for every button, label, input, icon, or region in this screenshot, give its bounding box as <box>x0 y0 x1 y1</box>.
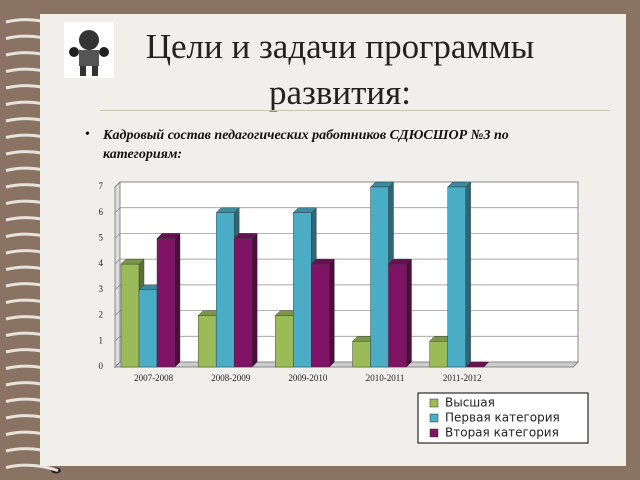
bar-front <box>447 186 466 368</box>
title: Цели и задачи программы развития: <box>145 27 535 112</box>
bar-front <box>293 212 312 368</box>
bar-front <box>352 341 371 368</box>
legend-label: Высшая <box>445 396 495 410</box>
divider <box>100 110 610 111</box>
bar-front <box>311 263 330 368</box>
bar <box>447 181 472 368</box>
y-tick-label: 5 <box>99 232 104 242</box>
x-tick-label: 2008-2009 <box>211 373 250 383</box>
bar-side <box>329 258 335 368</box>
bullet: • <box>85 127 90 142</box>
bar <box>388 258 412 368</box>
grid-line <box>114 181 578 188</box>
bar-front <box>156 238 176 368</box>
ring <box>5 463 59 472</box>
bar-side <box>406 258 412 368</box>
bar-front <box>429 341 448 368</box>
bar-front <box>275 315 294 368</box>
legend-swatch <box>429 413 439 423</box>
bar-side <box>174 232 181 368</box>
grid-line <box>114 258 578 265</box>
y-tick-label: 2 <box>99 310 104 320</box>
legend-label: Вторая категория <box>445 426 559 440</box>
grid-line <box>114 207 578 213</box>
bar-front <box>215 212 235 368</box>
bar-side <box>251 232 258 368</box>
grid-line <box>114 233 578 239</box>
bar-front <box>233 238 253 368</box>
bar-front <box>388 263 407 368</box>
legend-swatch <box>429 428 439 438</box>
bar <box>156 232 181 368</box>
bar-side <box>465 181 471 368</box>
bar-front <box>120 263 140 368</box>
bar-front <box>197 315 217 368</box>
y-tick-label: 3 <box>99 284 104 294</box>
bar-top <box>465 361 490 368</box>
grid-line <box>114 284 578 291</box>
bar-front <box>138 289 158 368</box>
y-tick-label: 6 <box>99 207 104 217</box>
bar-front <box>370 186 389 368</box>
y-tick-label: 4 <box>99 258 104 268</box>
grid-line <box>114 335 578 342</box>
legend-label: Первая категория <box>445 411 560 425</box>
bar <box>310 258 335 368</box>
floor <box>113 361 580 368</box>
back-wall <box>113 181 579 368</box>
x-tick-label: 2011-2012 <box>443 373 482 383</box>
icon <box>64 22 114 78</box>
y-tick-label: 1 <box>99 335 104 345</box>
x-tick-label: 2009-2010 <box>288 373 327 383</box>
legend-swatch <box>429 398 439 408</box>
legend-box <box>417 392 589 444</box>
x-tick-label: 2010-2011 <box>366 373 405 383</box>
y-tick-label: 0 <box>99 361 104 371</box>
subtitle: Кадровый состав педагогических работнико… <box>103 128 509 162</box>
bar <box>233 232 258 368</box>
bar <box>465 361 490 368</box>
grid-line <box>114 310 578 316</box>
x-tick-label: 2007-2008 <box>134 373 173 383</box>
y-tick-label: 7 <box>99 181 104 191</box>
